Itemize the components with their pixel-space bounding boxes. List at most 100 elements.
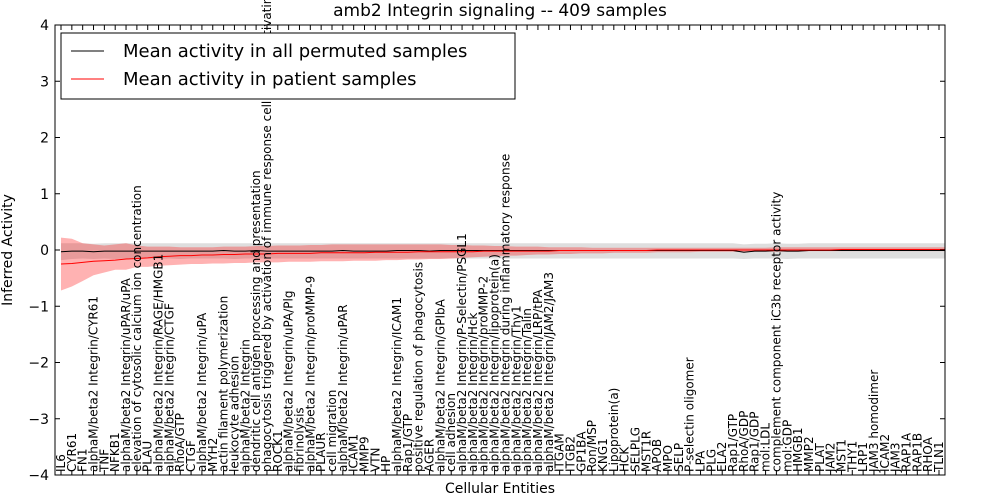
- x-tick-label: LRP1: [856, 442, 870, 472]
- line-permuted: [60, 250, 945, 253]
- chart-title: amb2 Integrin signaling -- 409 samples: [333, 1, 667, 21]
- x-tick-label: alphaM/beta2 Integrin/Talin: [520, 308, 534, 472]
- y-tick-label: 3: [40, 74, 49, 90]
- x-tick-label: IL6: [54, 454, 68, 472]
- x-tick-label: MMP9: [358, 436, 372, 472]
- x-tick-label: Rap1/GDP: [748, 412, 762, 473]
- x-tick-label: alphaM/beta2 Integrin/ICAM1: [390, 297, 404, 472]
- x-tick-label: TNF: [97, 449, 111, 473]
- x-tick-label: RAP1A: [899, 432, 913, 472]
- x-tick-label: Lipoprotein(a): [607, 388, 621, 472]
- x-tick-label: AGER: [423, 439, 437, 472]
- x-tick-label: alphaM/beta2 Integrin/Thy1: [509, 305, 523, 472]
- x-tick-label: elevation of cytosolic calcium ion conce…: [130, 185, 144, 472]
- x-tick-label: alphaM/beta2 Integrin/Hck: [466, 312, 480, 472]
- x-tick-label: HMGB1: [791, 427, 805, 472]
- x-tick-label: PLAT: [813, 443, 827, 472]
- y-tick-label: −2: [28, 356, 49, 372]
- x-tick-label: alphaM/beta2 Integrin/uPA: [195, 312, 209, 472]
- x-tick-label: ELA2: [715, 442, 729, 472]
- x-tick-label: positive regulation of phagocytosis: [412, 262, 426, 472]
- x-tick-label: Rap1/GTP: [401, 414, 415, 472]
- x-tick-label: complement component iC3b receptor activ…: [769, 192, 783, 472]
- legend-frame: [60, 32, 516, 100]
- y-tick-label: −1: [28, 299, 49, 315]
- x-tick-label: mol:LDL: [759, 423, 773, 472]
- x-tick-label: actin filament polymerization: [217, 296, 231, 472]
- y-tick-label: 2: [40, 131, 49, 147]
- x-tick-label: alphaM/beta2 Integrin/uPAR: [336, 304, 350, 472]
- x-tick-label: NFKB1: [108, 432, 122, 472]
- x-tick-label: ITGB2: [563, 436, 577, 472]
- x-tick-label: ICAM2: [878, 434, 892, 472]
- legend: Mean activity in all permuted samples Me…: [60, 32, 516, 100]
- x-tick-label: MYH2: [206, 438, 220, 472]
- x-tick-label: dendritic cell antigen processing and pr…: [249, 170, 263, 472]
- x-tick-label: CTGF: [184, 440, 198, 472]
- x-tick-label: alphaM/beta2 Integrin/uPAR/uPA: [119, 277, 133, 472]
- x-tick-label: GP1BA: [574, 431, 588, 472]
- x-tick-label: cell adhesion: [444, 393, 458, 472]
- x-tick-label: alphaM/beta2 Integrin/proMMP-9: [303, 276, 317, 472]
- x-tick-label: alphaM/beta2 Integrin/JAM2/JAM3: [542, 272, 556, 472]
- x-tick-label: ITGAM: [553, 433, 567, 472]
- x-tick-label: APOB: [650, 439, 664, 472]
- x-tick-label: alphaM/beta2 Integrin/CYR61: [87, 296, 101, 472]
- x-tick-label: PLG: [704, 449, 718, 472]
- x-tick-label: LPA: [694, 450, 708, 472]
- x-axis-label: Cellular Entities: [445, 481, 555, 497]
- x-tick-label: leukocyte adhesion: [227, 356, 241, 472]
- x-tick-label: FN1: [76, 448, 90, 472]
- x-tick-label: MPO: [661, 445, 675, 472]
- x-tick-label: SELP: [672, 443, 686, 472]
- x-tick-label: Ron/MSP: [585, 420, 599, 472]
- x-tick-label: JAM3 homodimer: [867, 370, 881, 473]
- x-tick-label: RhoA/GTP: [173, 413, 187, 472]
- x-tick-label: alphaM/beta2 Integrin: [238, 339, 252, 472]
- x-tick-label: HCK: [618, 446, 632, 472]
- x-tick-label: MST1R: [639, 431, 653, 472]
- x-tick-label: HP: [379, 456, 393, 472]
- x-tick-label: Rap1/GTP: [726, 414, 740, 472]
- x-tick-label: PLAUR: [314, 432, 328, 472]
- y-tick-label: −4: [28, 468, 49, 484]
- x-tick-label: TLN1: [932, 441, 946, 473]
- x-tick-label: alphaM/beta2 Integrin/CTGF: [162, 303, 176, 472]
- x-tick-label: phagocytosis triggered by activation of …: [260, 0, 274, 472]
- x-tick-label: MMP2: [802, 436, 816, 472]
- x-tick-label: THY1: [845, 441, 859, 473]
- x-tick-label: ICAM1: [347, 434, 361, 472]
- x-tick-label: mol:GDP: [780, 420, 794, 472]
- x-tick-label: PLAU: [141, 441, 155, 472]
- x-tick-label: RhoA/GDP: [737, 411, 751, 472]
- x-tick-label: alphaM/beta2 Integrin/uPA/Plg: [282, 291, 296, 472]
- x-tick-label: JAM3: [889, 442, 903, 473]
- x-tick-label: P-selectin oligomer: [683, 357, 697, 472]
- x-tick-label: alphaM/beta2 Integrin/lipoprotein(a): [488, 254, 502, 472]
- y-tick-label: −3: [28, 412, 49, 428]
- x-tick-label: alphaM/beta2 Integrin/proMMP-2: [477, 276, 491, 472]
- y-tick-label: 4: [40, 18, 49, 34]
- y-tick-label: 0: [40, 243, 49, 259]
- x-tick-label: alphaM/beta2 Integrin/P-Selectin/PSGL1: [455, 233, 469, 472]
- x-tick-label: alphaM/beta2 Integrin/RAGE/HMGB1: [152, 254, 166, 472]
- y-axis: −4 −3 −2 −1 0 1 2 3 4: [28, 18, 945, 484]
- line-patient: [60, 248, 945, 265]
- x-tick-label: SELPLG: [628, 427, 642, 472]
- x-tick-label: CYR61: [65, 433, 79, 472]
- x-tick-label: alphaM/beta2 Integrin during inflammator…: [498, 154, 512, 472]
- x-tick-label: RAP1B: [910, 433, 924, 472]
- x-tick-label: ROCK1: [271, 430, 285, 472]
- legend-label-permuted: Mean activity in all permuted samples: [123, 41, 467, 62]
- x-tick-label: alphaM/beta2 Integrin/LRP/tPA: [531, 289, 545, 472]
- x-tick-label: fibrinolysis: [292, 407, 306, 472]
- x-tick-label: alphaM/beta2 Integrin/GPIbA: [433, 298, 447, 472]
- x-tick-label: VTN: [368, 447, 382, 472]
- y-axis-label: Inferred Activity: [0, 194, 16, 306]
- x-tick-label: JAM2: [824, 442, 838, 473]
- x-tick-label: KNG1: [596, 438, 610, 472]
- x-tick-label: RHOA: [921, 436, 935, 472]
- x-tick-label: MST1: [834, 439, 848, 472]
